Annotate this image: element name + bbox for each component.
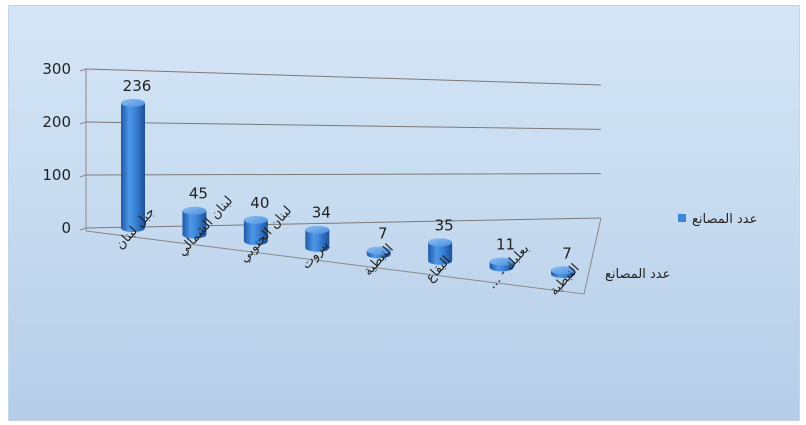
bar-group-5 <box>428 238 453 265</box>
bar-body <box>243 219 268 246</box>
bar-group-6 <box>489 257 514 272</box>
data-label: 7 <box>378 225 388 243</box>
bar-group-1 <box>182 206 207 239</box>
legend-swatch <box>678 214 686 222</box>
data-label: 34 <box>312 204 331 222</box>
bar-body <box>182 210 207 239</box>
legend: عدد المصانع <box>678 212 757 227</box>
legend-entry: عدد المصانع <box>692 212 757 227</box>
bar-top <box>305 225 330 234</box>
depth-axis-label: عدد المصانع <box>605 267 670 282</box>
gridline <box>85 217 602 229</box>
bar-top <box>366 246 391 255</box>
data-label: 236 <box>123 77 152 95</box>
y-tick-label: 0 <box>61 219 71 237</box>
chart-panel: 0 100 200 300 236 جبل لبنان 45 لبنان الشمالي 40… <box>8 5 800 421</box>
bar-top <box>243 215 268 224</box>
bar-body <box>428 242 453 265</box>
bar-group-0 <box>121 98 145 232</box>
y-tick-mark <box>79 227 87 231</box>
bars-layer <box>121 98 575 278</box>
bar-top <box>182 206 207 215</box>
data-label: 11 <box>496 236 515 254</box>
y-tick-label: 200 <box>42 113 71 131</box>
y-tick-mark <box>79 174 87 178</box>
bar-top <box>121 98 145 107</box>
bar-group-3 <box>305 225 330 252</box>
y-tick-label: 300 <box>42 60 71 78</box>
bar-body <box>121 102 145 232</box>
bar-group-4 <box>366 246 391 259</box>
y-tick-mark <box>79 121 87 125</box>
bar-top <box>551 266 575 275</box>
floor-edge <box>85 217 602 295</box>
gridline <box>85 121 602 130</box>
y-tick-label: 100 <box>42 166 71 184</box>
gridline <box>85 173 602 176</box>
data-label: 35 <box>435 216 454 234</box>
bar-body <box>305 229 330 252</box>
bar-group-2 <box>243 215 268 246</box>
gridline <box>85 68 602 86</box>
data-label: 45 <box>189 185 208 203</box>
y-tick-mark <box>79 68 87 72</box>
data-label: 40 <box>250 194 269 212</box>
axes-layer: 0 100 200 300 <box>42 60 602 295</box>
bar-group-7 <box>551 266 575 278</box>
data-label: 7 <box>562 244 572 262</box>
bar-top <box>489 257 514 266</box>
bar-top <box>428 238 453 247</box>
